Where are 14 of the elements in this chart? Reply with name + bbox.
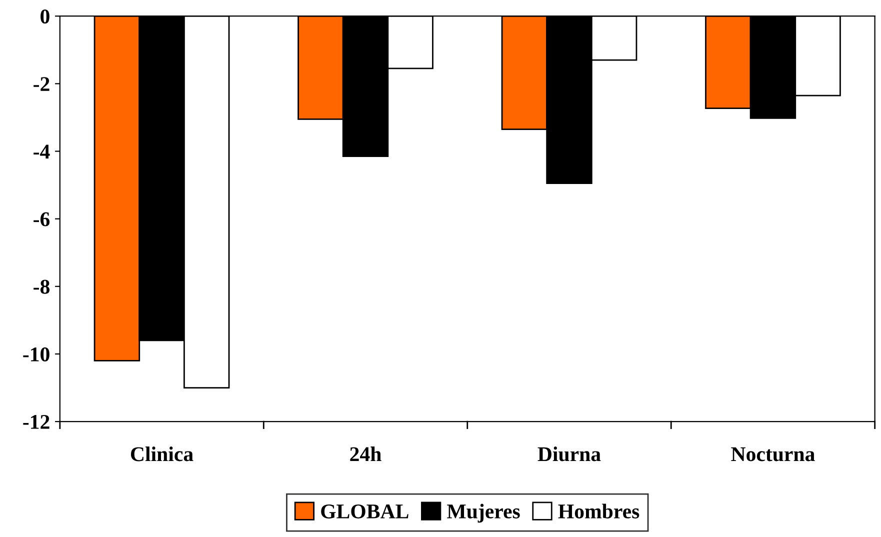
x-tick-label: Clinica	[130, 446, 194, 462]
x-tick-label: 24h	[350, 446, 382, 461]
y-tick-label: -2	[34, 77, 50, 91]
y-tick-label: -4	[34, 144, 50, 158]
legend-label: GLOBAL	[321, 504, 408, 518]
x-tick-label: Diurna	[538, 446, 601, 462]
y-tick-label: -8	[34, 280, 50, 294]
legend-label: Hombres	[558, 504, 640, 518]
y-tick-label: -10	[23, 347, 50, 362]
y-tick-label: 0	[40, 9, 50, 24]
y-tick-label: -12	[23, 414, 50, 429]
x-tick-label: Nocturna	[731, 447, 815, 462]
y-tick-label: -6	[34, 212, 50, 226]
legend-label: Mujeres	[447, 504, 520, 523]
